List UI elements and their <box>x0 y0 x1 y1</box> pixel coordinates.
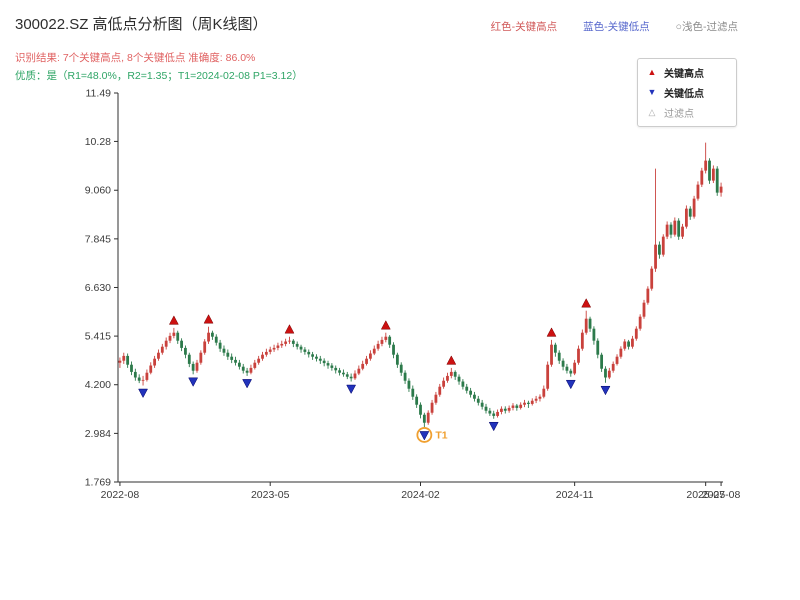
svg-text:5.415: 5.415 <box>85 331 111 343</box>
page-title: 300022.SZ 高低点分析图（周K线图） <box>15 16 268 33</box>
svg-text:6.630: 6.630 <box>85 282 111 294</box>
svg-text:2023-05: 2023-05 <box>251 489 290 501</box>
svg-text:1.769: 1.769 <box>85 477 111 489</box>
triangle-up-icon: ▲ <box>647 67 657 77</box>
legend-item-label: 过滤点 <box>664 109 694 120</box>
svg-text:10.28: 10.28 <box>85 136 111 148</box>
top-legend-key-high-label: 红色-关键高点 <box>490 21 558 33</box>
svg-text:T1: T1 <box>435 429 447 441</box>
quality-result-text: 优质：是（R1=48.0%，R2=1.35；T1=2024-02-08 P1=3… <box>15 70 303 82</box>
legend-item-key-low: ▼ 关键低点 <box>646 85 728 101</box>
svg-text:7.845: 7.845 <box>85 233 111 245</box>
svg-text:2024-11: 2024-11 <box>556 489 594 501</box>
svg-text:9.060: 9.060 <box>85 185 111 197</box>
svg-text:2025-07: 2025-07 <box>686 489 725 501</box>
legend-item-label: 关键低点 <box>664 89 704 100</box>
chart-legend-box: ▲ 关键高点 ▼ 关键低点 △ 过滤点 <box>637 58 737 127</box>
svg-text:2024-02: 2024-02 <box>401 489 440 501</box>
triangle-hollow-icon: △ <box>648 107 656 117</box>
top-legend-filter-label: ○浅色-过滤点 <box>675 21 738 33</box>
triangle-down-icon: ▼ <box>647 87 657 97</box>
svg-text:2022-08: 2022-08 <box>101 489 140 501</box>
top-legend: 红色-关键高点 蓝色-关键低点 ○浅色-过滤点 <box>491 19 738 34</box>
svg-text:11.49: 11.49 <box>86 88 112 100</box>
svg-text:4.200: 4.200 <box>85 379 111 391</box>
recognition-result-text: 识别结果: 7个关键高点, 8个关键低点 准确度: 86.0% <box>15 52 256 64</box>
legend-item-label: 关键高点 <box>664 69 704 80</box>
svg-text:2.984: 2.984 <box>85 428 111 440</box>
legend-item-key-high: ▲ 关键高点 <box>646 65 728 81</box>
top-legend-key-low-label: 蓝色-关键低点 <box>583 21 650 33</box>
svg-text:2025-08: 2025-08 <box>702 489 741 501</box>
legend-item-filter: △ 过滤点 <box>646 105 728 121</box>
